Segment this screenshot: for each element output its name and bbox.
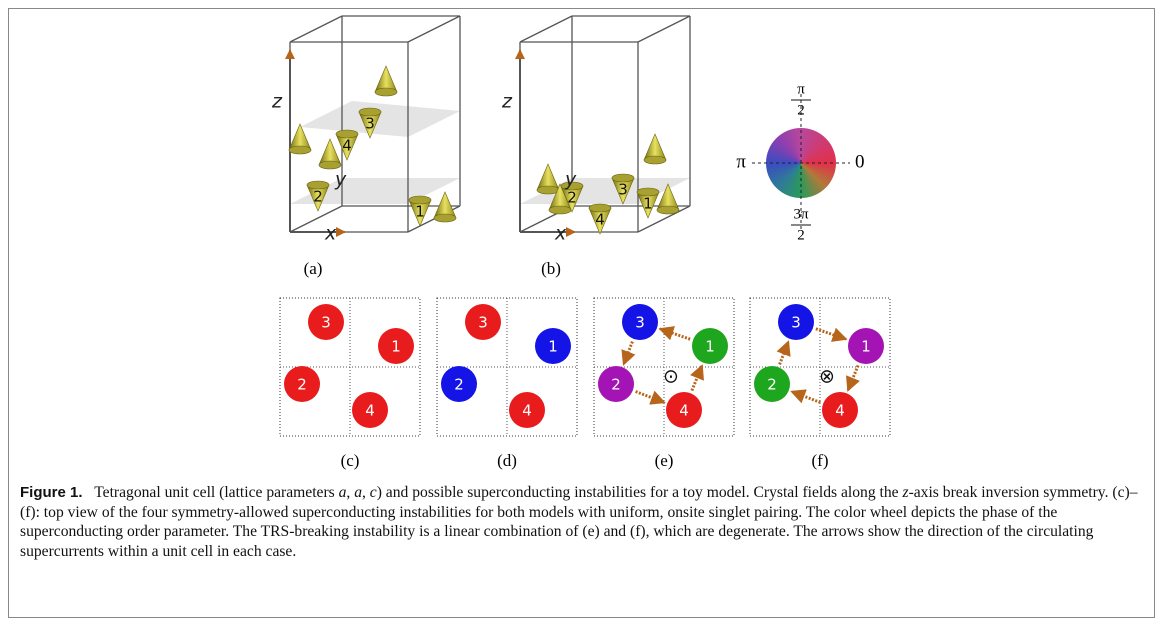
panel-label: (a) [304, 259, 323, 278]
axis-label: x [324, 223, 337, 245]
wheel-label-top: π [797, 81, 805, 97]
site-label: 3 [635, 314, 645, 332]
site-label: 2 [313, 188, 323, 206]
caption-label: Figure 1. [20, 484, 83, 501]
caption-part: c [370, 484, 377, 501]
cone-base [644, 156, 666, 164]
current-arrow [636, 391, 665, 402]
site-label: 3 [791, 314, 801, 332]
current-symbol: ⊙ [663, 366, 679, 388]
current-arrow [624, 342, 633, 365]
cell-edge [290, 16, 342, 42]
caption-part: Tetragonal unit cell (lattice parameters [94, 484, 338, 501]
panel-label: (c) [341, 451, 360, 470]
site-label: 2 [567, 189, 577, 207]
axis-label: z [271, 91, 283, 113]
current-arrow [692, 365, 702, 390]
site-label: 3 [478, 314, 488, 332]
page: {"panels_3d":[ {"label":"(a)","axes":["z… [0, 0, 1165, 628]
site-label: 2 [767, 376, 777, 394]
wheel-label-bottom: 2 [797, 227, 805, 243]
site-label: 2 [297, 376, 307, 394]
wheel-label-bottom: 3π [793, 206, 809, 222]
panel-label: (b) [541, 259, 561, 278]
plane [300, 101, 460, 137]
current-arrow [792, 391, 821, 402]
caption: Figure 1. Tetragonal unit cell (lattice … [20, 483, 1148, 561]
site-label: 3 [321, 314, 331, 332]
site-label: 4 [365, 402, 375, 420]
site-label: 4 [342, 137, 352, 155]
axis-label: z [501, 91, 513, 113]
cone-base [537, 186, 559, 194]
cone-base [657, 206, 679, 214]
site-label: 3 [618, 181, 628, 199]
wheel-label-left: π [736, 151, 746, 172]
cell-edge [638, 16, 690, 42]
caption-part: a [354, 484, 362, 501]
axis-label: y [564, 169, 577, 191]
cone-base [549, 206, 571, 214]
site-label: 1 [643, 195, 653, 213]
site-label: 1 [861, 338, 871, 356]
panel-label: (d) [497, 451, 517, 470]
site-label: 4 [679, 402, 689, 420]
current-arrow [780, 342, 789, 365]
site-label: 3 [365, 115, 375, 133]
caption-part: , [362, 484, 370, 501]
cone-base [375, 88, 397, 96]
cell-edge [520, 16, 572, 42]
site-label: 1 [705, 338, 715, 356]
site-label: 4 [595, 211, 605, 229]
site-label: 2 [611, 376, 621, 394]
caption-part: ) and possible superconducting instabili… [377, 484, 903, 501]
site-label: 1 [391, 338, 401, 356]
panel-label: (f) [812, 451, 829, 470]
panel-label: (e) [655, 451, 674, 470]
current-arrow [848, 365, 858, 390]
cone-base [289, 146, 311, 154]
axis-label: x [554, 223, 567, 245]
site-label: 2 [454, 376, 464, 394]
axis-label: y [334, 169, 347, 191]
site-label: 4 [522, 402, 532, 420]
cell-edge [408, 16, 460, 42]
caption-text: Tetragonal unit cell (lattice parameters… [20, 484, 1138, 560]
site-label: 4 [835, 402, 845, 420]
wheel-label-top: 2 [797, 102, 805, 118]
site-label: 1 [548, 338, 558, 356]
wheel-label-right: 0 [855, 151, 865, 172]
cone-base [434, 214, 456, 222]
site-label: 1 [415, 203, 425, 221]
current-symbol: ⊗ [819, 366, 835, 388]
